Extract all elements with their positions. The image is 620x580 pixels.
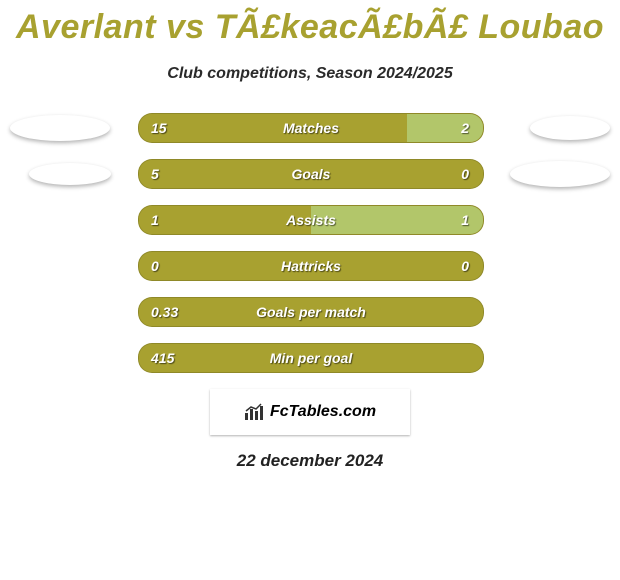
stat-row-goals: 5 Goals 0	[0, 157, 620, 203]
stat-row-mpg: 415 Min per goal	[0, 341, 620, 387]
stat-left-value: 1	[151, 212, 159, 228]
stat-row-matches: 15 Matches 2	[0, 111, 620, 157]
bar-right-fill	[407, 114, 483, 142]
stat-bar: 0 Hattricks 0	[138, 251, 484, 281]
stat-left-value: 5	[151, 166, 159, 182]
stat-right-value: 1	[461, 212, 469, 228]
stat-left-value: 0.33	[151, 304, 178, 320]
watermark-text: FcTables.com	[270, 403, 376, 421]
player-ellipse-right-0	[530, 116, 610, 140]
player-ellipse-left-0	[10, 115, 110, 141]
player-ellipse-right-1	[510, 161, 610, 187]
stat-left-value: 0	[151, 258, 159, 274]
bar-right-fill	[311, 206, 483, 234]
stat-row-assists: 1 Assists 1	[0, 203, 620, 249]
stat-left-value: 415	[151, 350, 174, 366]
player-ellipse-left-1	[29, 163, 111, 185]
stat-label: Goals	[292, 166, 331, 182]
stat-row-gpm: 0.33 Goals per match	[0, 295, 620, 341]
stat-label: Min per goal	[270, 350, 352, 366]
stat-label: Goals per match	[256, 304, 366, 320]
stat-label: Assists	[286, 212, 336, 228]
stat-bar: 0.33 Goals per match	[138, 297, 484, 327]
date-text: 22 december 2024	[0, 451, 620, 471]
stat-label: Hattricks	[281, 258, 341, 274]
stat-right-value: 0	[461, 258, 469, 274]
bar-left-fill	[139, 114, 407, 142]
page-title: Averlant vs TÃ£keacÃ£bÃ£ Loubao	[0, 0, 620, 47]
stat-right-value: 0	[461, 166, 469, 182]
stat-label: Matches	[283, 120, 339, 136]
chart-icon	[244, 403, 266, 421]
stat-bar: 5 Goals 0	[138, 159, 484, 189]
stats-area: 15 Matches 2 5 Goals 0 1 Assists	[0, 111, 620, 387]
comparison-infographic: Averlant vs TÃ£keacÃ£bÃ£ Loubao Club com…	[0, 0, 620, 580]
stat-row-hattricks: 0 Hattricks 0	[0, 249, 620, 295]
stat-bar: 15 Matches 2	[138, 113, 484, 143]
stat-bar: 415 Min per goal	[138, 343, 484, 373]
stat-left-value: 15	[151, 120, 167, 136]
stat-right-value: 2	[461, 120, 469, 136]
subtitle: Club competitions, Season 2024/2025	[0, 65, 620, 83]
fctables-watermark: FcTables.com	[210, 389, 410, 435]
stat-bar: 1 Assists 1	[138, 205, 484, 235]
